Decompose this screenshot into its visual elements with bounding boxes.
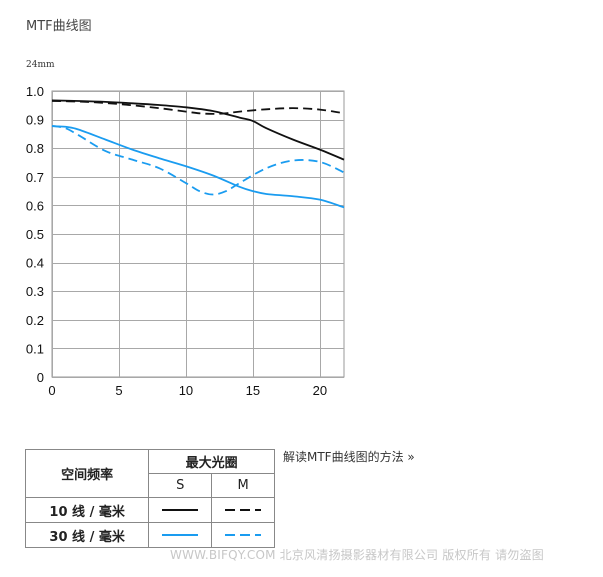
legend-table: 空间频率 最大光圈 S M 10 线 / 毫米 30 线 / 毫米 [24,449,275,548]
sagittal-header: S [148,473,213,498]
series-line-10lpmm_S [51,99,345,161]
mtf-chart: 0 0.1 0.2 0.3 0.4 0.5 0.6 0.7 0.8 0.9 1.0 0 5 10 15 20 [26,84,345,398]
y-tick-label: 0.9 [26,113,44,128]
x-tick-label: 5 [115,383,122,398]
watermark: WWW.BIFQY.COM 北京风清扬摄影器材有限公司 版权所有 请勿盗图 [170,548,544,562]
chart-series [51,99,345,209]
y-tick-label: 0.5 [26,227,44,242]
legend-30-m-cell [211,522,275,548]
y-tick-label: 0.6 [26,198,44,213]
legend-line-10-s [162,509,199,511]
chart-grid [51,90,345,378]
focal-length-label: 24mm [26,60,55,70]
y-tick-label: 0.3 [26,284,44,299]
legend-line-30-m [225,534,262,536]
y-tick-label: 0.8 [26,141,44,156]
row-label-10lpmm: 10 线 / 毫米 [24,497,150,523]
series-line-30lpmm_M [51,124,345,196]
y-tick-label: 1.0 [26,84,44,99]
series-line-10lpmm_M [51,100,345,115]
legend-30-s-cell [148,522,213,548]
y-tick-label: 0.1 [26,341,44,356]
chart-ticks: 0 0.1 0.2 0.3 0.4 0.5 0.6 0.7 0.8 0.9 1.0 0 5 10 15 20 [26,84,327,398]
y-tick-label: 0 [37,370,44,385]
max-aperture-header: 最大光圈 [148,449,275,474]
x-tick-label: 15 [246,383,260,398]
series-line-30lpmm_S [51,125,345,209]
legend-10-m-cell [211,497,275,523]
y-tick-label: 0.2 [26,313,44,328]
page-title: MTF曲线图 [26,19,92,34]
legend-line-30-s [162,534,199,536]
y-tick-label: 0.4 [26,256,44,271]
mtf-help-link[interactable]: 解读MTF曲线图的方法 » [283,450,415,464]
x-tick-label: 0 [48,383,55,398]
x-tick-label: 10 [179,383,193,398]
x-tick-label: 20 [313,383,327,398]
meridional-header: M [211,473,275,498]
legend-line-10-m [225,509,262,511]
spatial-frequency-header: 空间频率 [24,449,150,498]
y-tick-label: 0.7 [26,170,44,185]
row-label-30lpmm: 30 线 / 毫米 [24,522,150,548]
legend-10-s-cell [148,497,213,523]
